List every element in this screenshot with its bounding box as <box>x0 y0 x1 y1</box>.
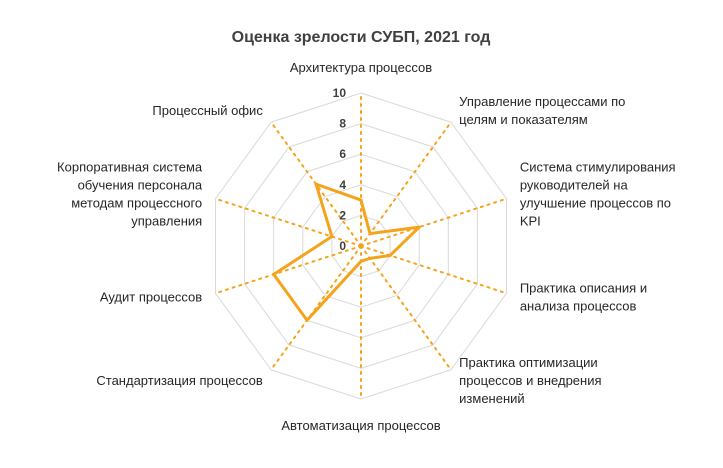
tick-label-0: 0 <box>339 239 346 253</box>
category-label-7: Стандартизация процессов <box>96 373 263 388</box>
spoke-9 <box>214 197 362 247</box>
series-line-1 <box>272 182 421 322</box>
data-point-10 <box>314 182 318 186</box>
category-label-line: Архитектура процессов <box>290 60 432 75</box>
category-label-line: обучения персонала <box>78 177 203 192</box>
category-label-line: методам процессного <box>71 195 202 210</box>
category-label-1: Архитектура процессов <box>290 60 432 75</box>
category-label-line: изменений <box>459 391 525 406</box>
grid-ring-8 <box>244 123 478 369</box>
category-label-6: Автоматизация процессов <box>281 418 440 433</box>
category-label-line: Система стимулирования <box>520 159 676 174</box>
data-point-2 <box>368 232 372 236</box>
radial-tick-labels: 0 2 4 6 8 10 <box>333 86 347 253</box>
data-point-3 <box>417 225 421 229</box>
tick-label-8: 8 <box>339 117 346 131</box>
category-label-line: KPI <box>520 213 541 228</box>
category-label-line: процессов и внедрения <box>459 373 601 388</box>
chart-title: Оценка зрелости СУБП, 2021 год <box>232 29 491 46</box>
category-label-9: Корпоративная система обучения персонала м… <box>57 159 203 228</box>
series <box>272 182 421 322</box>
spoke-4 <box>360 245 508 295</box>
grid-ring-4 <box>302 184 420 308</box>
category-label-line: Процессный офис <box>152 103 263 118</box>
category-label-3: Система стимулирования руководителей на ул… <box>520 159 676 228</box>
data-point-5 <box>368 256 372 260</box>
category-label-line: руководителей на <box>520 177 629 192</box>
grid-ring-10 <box>214 92 508 400</box>
data-point-6 <box>359 259 363 263</box>
category-labels: Архитектура процессов Управление процесса… <box>57 60 676 433</box>
category-label-line: целям и показателям <box>459 112 588 127</box>
spoke-2 <box>360 121 452 247</box>
category-label-4: Практика описания и анализа процессов <box>520 281 647 314</box>
category-label-line: управления <box>131 213 202 228</box>
category-label-line: Аудит процессов <box>100 290 202 305</box>
data-point-8 <box>272 272 276 276</box>
category-label-line: Практика оптимизации <box>459 355 598 370</box>
data-point-4 <box>388 253 392 257</box>
category-label-line: Стандартизация процессов <box>96 373 263 388</box>
category-label-5: Практика оптимизации процессов и внедрени… <box>459 355 601 406</box>
category-label-line: Корпоративная система <box>57 159 203 174</box>
spoke-3 <box>360 197 508 247</box>
spoke-8 <box>214 245 362 295</box>
category-label-line: анализа процессов <box>520 299 637 314</box>
data-point-7 <box>305 318 309 322</box>
tick-label-2: 2 <box>339 208 346 222</box>
category-label-line: Автоматизация процессов <box>281 418 440 433</box>
spoke-7 <box>270 245 362 371</box>
tick-label-4: 4 <box>339 178 346 192</box>
data-point-9 <box>330 235 334 239</box>
spoke-5 <box>360 245 452 371</box>
category-label-2: Управление процессами по целям и показате… <box>459 94 625 127</box>
category-label-line: улучшение процессов по <box>520 195 671 210</box>
tick-label-6: 6 <box>339 147 346 161</box>
category-label-line: Управление процессами по <box>459 94 625 109</box>
category-label-8: Аудит процессов <box>100 290 202 305</box>
data-point-1 <box>359 198 363 202</box>
tick-label-10: 10 <box>333 86 347 100</box>
category-label-10: Процессный офис <box>152 103 263 118</box>
category-label-line: Практика описания и <box>520 281 647 296</box>
